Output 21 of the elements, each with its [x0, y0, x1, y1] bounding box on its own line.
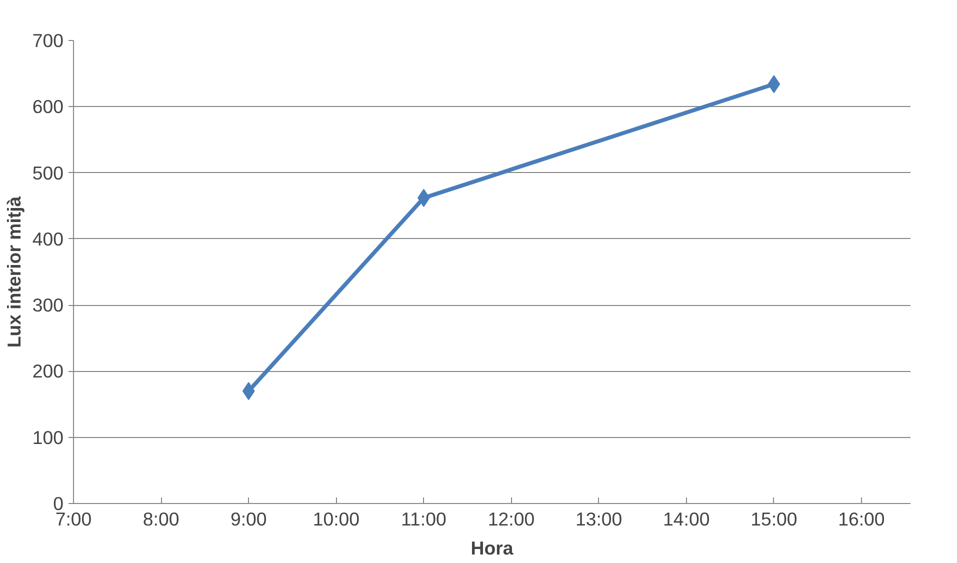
x-tick-label: 10:00: [312, 508, 360, 530]
x-tick-label: 16:00: [838, 508, 885, 530]
y-axis-title: Lux interior mitjà: [3, 196, 24, 348]
x-tick-label: 15:00: [750, 508, 798, 530]
y-tick-label: 100: [32, 426, 64, 448]
y-tick-label: 600: [32, 96, 64, 118]
y-tick-label: 0: [53, 493, 64, 514]
x-tick-label: 13:00: [575, 508, 622, 530]
point: [768, 75, 780, 94]
y-tick-label: 200: [32, 360, 64, 382]
x-tick-label: 11:00: [401, 508, 446, 530]
x-tick-label: 14:00: [663, 508, 710, 530]
point: [242, 382, 255, 400]
x-tick-label: 12:00: [488, 508, 535, 530]
y-tick-label: 400: [32, 228, 64, 250]
x-tick-label: 8:00: [142, 508, 180, 530]
y-tick-label: 300: [32, 294, 64, 316]
y-tick-label: 700: [32, 30, 64, 51]
y-tick-label: 500: [32, 162, 64, 184]
x-axis-title: Hora: [470, 538, 514, 558]
x-tick-label: 9:00: [230, 508, 267, 530]
